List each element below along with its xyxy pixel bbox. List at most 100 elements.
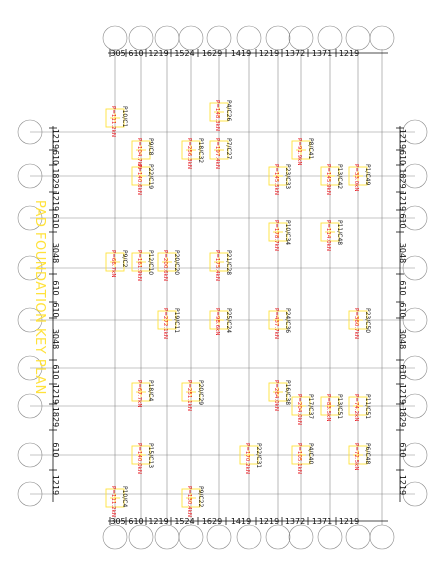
pad-footing: P1/C49 P=33.0kN bbox=[348, 164, 371, 191]
pad-outline bbox=[157, 310, 177, 330]
pad-footing: P21/C28 P=175.4kN bbox=[209, 250, 232, 281]
pad-outline bbox=[209, 140, 229, 160]
pad-footing: P10/C34 P=178.7kN bbox=[268, 220, 291, 251]
pad-tag: P12/C10 bbox=[147, 250, 154, 275]
dimension-value: 1219 bbox=[339, 517, 359, 526]
pad-tag: P23/C33 bbox=[284, 164, 291, 189]
pad-footing: P22/C31 P=170.2kN bbox=[239, 443, 262, 474]
pad-load: P=72.5kN bbox=[353, 443, 359, 470]
grid-bubbles bbox=[17, 25, 428, 550]
dimension-value: 3048 bbox=[51, 329, 60, 349]
dimension-value: 1219 bbox=[398, 384, 407, 404]
grid-bubble-bottom bbox=[128, 524, 154, 550]
pad-tag: P9/C22 bbox=[197, 486, 204, 507]
pad-load: P=130.4kN bbox=[186, 486, 192, 517]
dimension-value: 610 bbox=[398, 213, 407, 228]
pad-load: P=111.2kN bbox=[110, 486, 116, 517]
dimension-value: 1371 bbox=[312, 49, 332, 58]
dimension-value: 1219 bbox=[398, 191, 407, 211]
grid-bubble-top bbox=[236, 25, 262, 51]
pad-load: P=83.5kN bbox=[325, 394, 331, 421]
pad-footing: P15/C13 P=140.0kN bbox=[131, 443, 154, 474]
dimension-value: 305 bbox=[110, 517, 125, 526]
dimension-value: 610 bbox=[51, 302, 60, 317]
pad-load: P=145.5kN bbox=[273, 164, 279, 195]
dimension-value: 3048 bbox=[51, 243, 60, 263]
pad-outline bbox=[209, 102, 229, 122]
pad-outline bbox=[348, 396, 368, 416]
pad-load: P=360.7kN bbox=[353, 308, 359, 339]
grid-bubble-bottom bbox=[369, 524, 395, 550]
dimension-value: 610 bbox=[398, 302, 407, 317]
pad-outline bbox=[131, 166, 151, 186]
grid-bubble-bottom bbox=[154, 524, 180, 550]
dimension-strings: 305 610 1219 1524 1629 1419 1219 1372 1371 121930… bbox=[49, 49, 407, 526]
pad-load: P=111.2kN bbox=[110, 106, 116, 137]
dimension-value: 1372 bbox=[285, 49, 305, 58]
pad-load: P=98.6kN bbox=[214, 308, 220, 335]
dimension-value: 1419 bbox=[231, 49, 251, 58]
pad-load: P=170.2kN bbox=[244, 443, 250, 474]
pad-outline bbox=[209, 252, 229, 272]
dimension-value: 610 bbox=[398, 442, 407, 457]
grid-bubble-bottom bbox=[102, 524, 128, 550]
dimension-value: 305 bbox=[110, 49, 125, 58]
pad-footing: P17/C37 P=204.0kN bbox=[291, 394, 314, 425]
pad-tag: P15/C13 bbox=[147, 443, 154, 468]
pad-load: P=91.9kN bbox=[296, 138, 302, 165]
pad-load: P=204.0kN bbox=[296, 394, 302, 425]
pad-outline bbox=[320, 166, 340, 186]
pad-load: P=200.6kN bbox=[162, 250, 168, 281]
grid-bubble-bottom bbox=[288, 524, 314, 550]
grid-bubble-bottom bbox=[206, 524, 232, 550]
pad-footing: P25/C24 P=98.6kN bbox=[209, 308, 232, 335]
pad-footing: P16/C38 P=264.0kN bbox=[268, 380, 291, 411]
pad-footing: P9/C8 P=104.7kN bbox=[131, 138, 154, 169]
pad-load: P=33.0kN bbox=[353, 164, 359, 191]
grid-bubble-top bbox=[265, 25, 291, 51]
pad-footing: P7/C27 P=197.4kN bbox=[209, 138, 232, 169]
pad-outline bbox=[320, 222, 340, 242]
pad-tag: P4/C26 bbox=[225, 100, 232, 121]
pad-tag: P22/C31 bbox=[255, 443, 262, 468]
pad-outline bbox=[181, 488, 201, 508]
grid-bubble-bottom bbox=[345, 524, 371, 550]
dimension-value: 1219 bbox=[51, 129, 60, 149]
pad-tag: P18/C4 bbox=[147, 380, 154, 401]
dimension-value: 1524 bbox=[174, 517, 194, 526]
dimension-value: 610 bbox=[398, 364, 407, 379]
dimension-value: 610 bbox=[51, 150, 60, 165]
pad-load: P=140.0kN bbox=[136, 443, 142, 474]
dimension-value: 1371 bbox=[312, 517, 332, 526]
pad-footing: P9/C22 P=130.4kN bbox=[181, 486, 204, 517]
pad-footing: P10/C1 P=111.2kN bbox=[105, 106, 128, 137]
dimension-value: 3048 bbox=[398, 243, 407, 263]
pad-load: P=114.0kN bbox=[325, 220, 331, 251]
grid-bubble-top bbox=[288, 25, 314, 51]
pad-tag: P10/C1 bbox=[121, 106, 128, 127]
grid-bubble-top bbox=[369, 25, 395, 51]
grid-bubble-bottom bbox=[178, 524, 204, 550]
pad-tag: P21/C28 bbox=[225, 250, 232, 275]
pad-footing: P10/C4 P=111.2kN bbox=[105, 486, 128, 517]
dimension-value: 610 bbox=[128, 49, 143, 58]
dimension-value: 1219 bbox=[339, 49, 359, 58]
grid-bubble-top bbox=[178, 25, 204, 51]
dimension-value: 610 bbox=[51, 280, 60, 295]
pad-outline bbox=[268, 222, 288, 242]
pad-load: P=256.3kN bbox=[186, 138, 192, 169]
pad-outline bbox=[105, 108, 125, 128]
pad-tag: P23/C50 bbox=[364, 308, 371, 333]
pad-outline bbox=[268, 382, 288, 402]
pad-tag: P20/C20 bbox=[173, 250, 180, 275]
dimension-value: 1829 bbox=[398, 407, 407, 427]
pad-footing: P13/C51 P=83.5kN bbox=[320, 394, 343, 421]
grid-bubble-top bbox=[128, 25, 154, 51]
dimension-value: 610 bbox=[128, 517, 143, 526]
dimension-value: 1219 bbox=[148, 49, 168, 58]
pad-load: P=105.1kN bbox=[296, 443, 302, 474]
pad-outline bbox=[181, 140, 201, 160]
pad-footing: P24/C36 P=437.7kN bbox=[268, 308, 291, 339]
pad-footing: P19/C11 P=272.1kN bbox=[157, 308, 180, 339]
